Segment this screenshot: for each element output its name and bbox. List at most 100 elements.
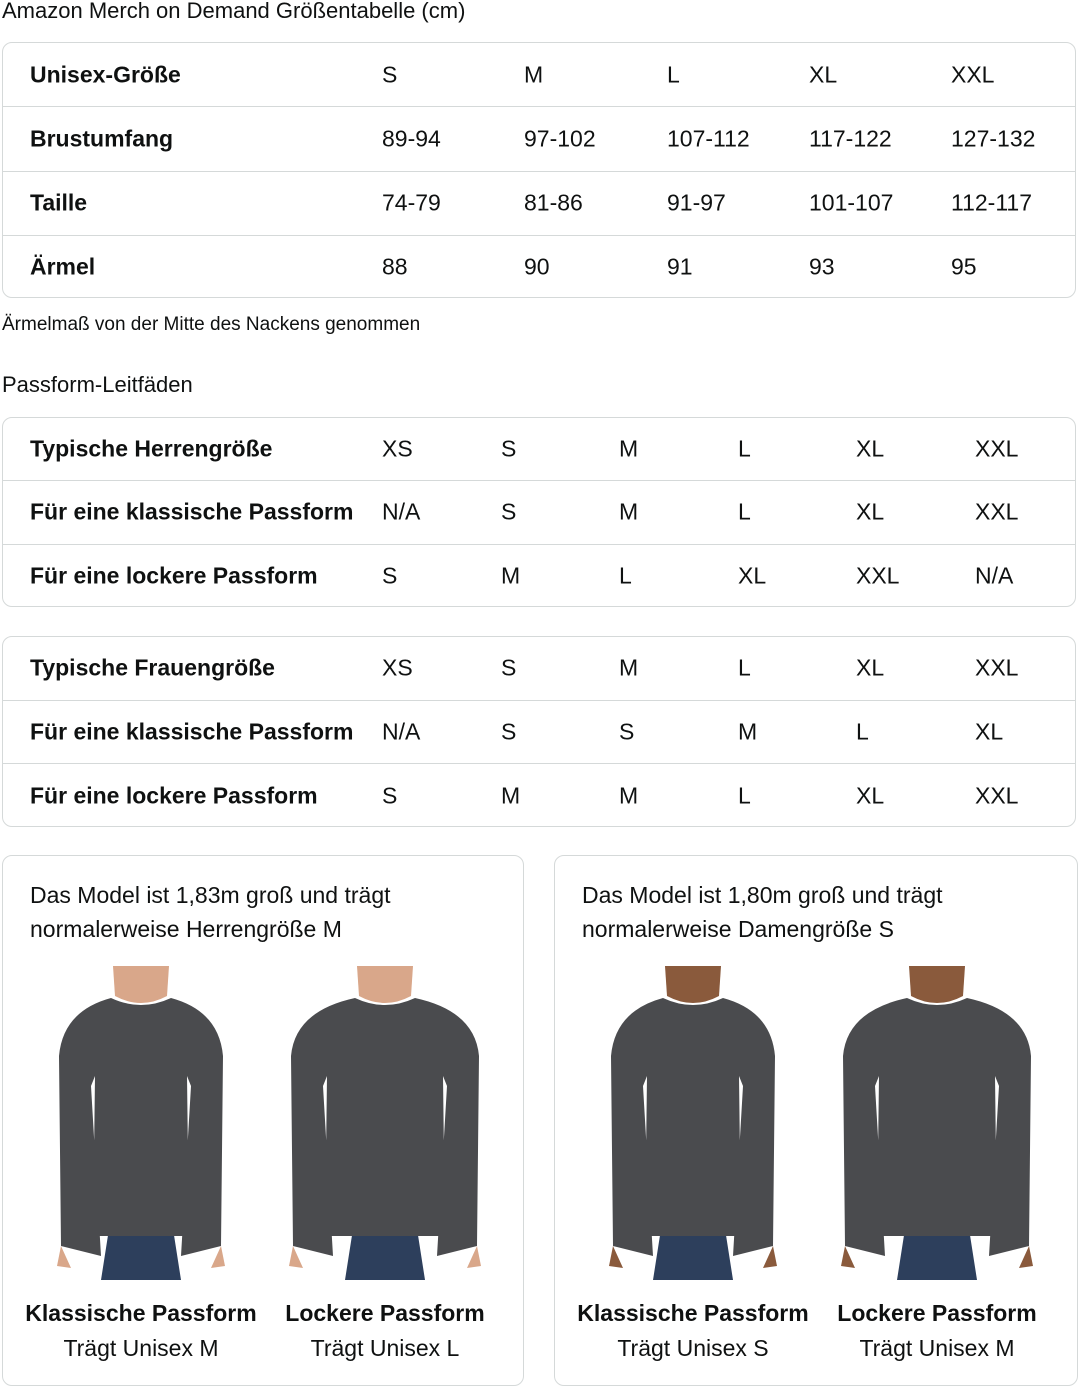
row-label: Typische Frauengröße: [30, 654, 275, 681]
table-cell: M: [738, 718, 758, 745]
table-cell: 112-117: [951, 189, 1032, 216]
table-cell: 107-112: [667, 125, 750, 152]
table-cell: XXL: [856, 562, 900, 589]
table-cell: S: [619, 718, 635, 745]
table-cell: 97-102: [524, 125, 596, 152]
table-cell: XXL: [975, 498, 1019, 525]
table-cell: S: [501, 435, 517, 462]
men-fit-table: Typische Herrengröße XS S M L XL XXL Für eine k…: [2, 417, 1076, 607]
wears-size: Trägt Unisex S: [617, 1335, 769, 1361]
model-description: Das Model ist 1,83m groß und trägt norma…: [30, 882, 391, 942]
row-label: Typische Herrengröße: [30, 435, 273, 462]
table-row: Typische Frauengröße XS S M L XL XXL: [3, 637, 1075, 701]
model-description: Das Model ist 1,80m groß und trägt norma…: [582, 882, 943, 942]
fit-guide-title: Passform-Leitfäden: [2, 372, 193, 397]
table-cell: 89-94: [382, 125, 441, 152]
fit-label: Lockere Passform: [837, 1300, 1037, 1326]
table-cell: L: [619, 562, 632, 589]
table-cell: M: [524, 61, 544, 88]
row-label: Für eine klassische Passform: [30, 718, 354, 745]
table-row: Ärmel 88 90 91 93 95: [3, 236, 1075, 297]
fit-label: Klassische Passform: [25, 1300, 257, 1326]
model-figure: Klassische Passform Trägt Unisex M: [21, 966, 261, 1362]
table-row: Typische Herrengröße XS S M L XL XXL: [3, 418, 1075, 482]
table-cell: S: [501, 654, 517, 681]
table-row: Für eine klassische Passform N/A S M L XL XXL: [3, 481, 1075, 545]
table-cell: 88: [382, 253, 408, 280]
table-cell: XL: [856, 654, 885, 681]
table-cell: M: [619, 782, 639, 809]
table-cell: XL: [809, 61, 838, 88]
size-table: Unisex-Größe S M L XL XXL Brustumfang 89-94 97-1…: [2, 42, 1076, 298]
table-row: Taille 74-79 81-86 91-97 101-107 112-117: [3, 172, 1075, 236]
table-cell: XL: [856, 435, 885, 462]
table-cell: L: [738, 782, 751, 809]
table-cell: M: [619, 498, 639, 525]
table-cell: S: [382, 562, 398, 589]
table-cell: N/A: [382, 718, 421, 745]
table-cell: 127-132: [951, 125, 1036, 152]
table-cell: XL: [738, 562, 767, 589]
model-figure: Lockere Passform Trägt Unisex L: [265, 966, 505, 1362]
table-cell: S: [501, 498, 517, 525]
table-cell: XL: [856, 498, 885, 525]
table-cell: 91-97: [667, 189, 726, 216]
table-cell: M: [619, 435, 639, 462]
table-row: Brustumfang 89-94 97-102 107-112 117-122 127-…: [3, 107, 1075, 172]
fit-label: Lockere Passform: [285, 1300, 485, 1326]
table-cell: M: [501, 562, 521, 589]
table-cell: S: [382, 782, 398, 809]
table-cell: 91: [667, 253, 693, 280]
table-row: Für eine klassische Passform N/A S S M L XL: [3, 701, 1075, 765]
table-cell: L: [856, 718, 869, 745]
sleeve-note: Ärmelmaß von der Mitte des Nackens genom…: [2, 314, 421, 335]
table-row: Für eine lockere Passform S M L XL XXL N/A: [3, 545, 1075, 606]
table-cell: XXL: [975, 654, 1019, 681]
table-cell: 93: [809, 253, 835, 280]
table-cell: XS: [382, 654, 413, 681]
model-photo: [289, 966, 481, 1280]
row-label: Für eine lockere Passform: [30, 782, 318, 809]
table-cell: L: [738, 435, 751, 462]
row-label: Ärmel: [30, 253, 96, 280]
model-figure: Lockere Passform Trägt Unisex M: [817, 966, 1057, 1362]
table-cell: M: [619, 654, 639, 681]
table-row: Unisex-Größe S M L XL XXL: [3, 43, 1075, 108]
table-cell: M: [501, 782, 521, 809]
table-cell: XL: [856, 782, 885, 809]
table-cell: 101-107: [809, 189, 894, 216]
row-label: Für eine lockere Passform: [30, 562, 318, 589]
model-photo: [609, 966, 777, 1280]
row-label: Für eine klassische Passform: [30, 498, 354, 525]
table-cell: 95: [951, 253, 977, 280]
wears-size: Trägt Unisex M: [859, 1335, 1015, 1361]
men-model-card: Das Model ist 1,83m groß und trägt norma…: [2, 855, 524, 1386]
fit-label: Klassische Passform: [577, 1300, 809, 1326]
table-cell: XXL: [951, 61, 995, 88]
model-photo: [841, 966, 1033, 1280]
women-model-card: Das Model ist 1,80m groß und trägt norma…: [554, 855, 1078, 1386]
table-cell: 81-86: [524, 189, 583, 216]
row-label: Unisex-Größe: [30, 61, 181, 88]
table-cell: 90: [524, 253, 550, 280]
table-cell: XXL: [975, 782, 1019, 809]
table-cell: L: [667, 61, 680, 88]
table-cell: XS: [382, 435, 413, 462]
table-cell: L: [738, 654, 751, 681]
row-label: Taille: [30, 189, 88, 216]
row-label: Brustumfang: [30, 125, 174, 152]
women-fit-table: Typische Frauengröße XS S M L XL XXL Für eine k…: [2, 636, 1076, 827]
table-cell: N/A: [975, 562, 1014, 589]
table-cell: 74-79: [382, 189, 441, 216]
table-cell: S: [382, 61, 398, 88]
table-cell: XL: [975, 718, 1004, 745]
table-row: Für eine lockere Passform S M M L XL XXL: [3, 764, 1075, 826]
table-cell: S: [501, 718, 517, 745]
table-cell: 117-122: [809, 125, 892, 152]
page-title: Amazon Merch on Demand Größentabelle (cm…: [2, 0, 466, 23]
wears-size: Trägt Unisex L: [310, 1335, 460, 1361]
table-cell: L: [738, 498, 751, 525]
model-figure: Klassische Passform Trägt Unisex S: [573, 966, 813, 1362]
table-cell: N/A: [382, 498, 421, 525]
table-cell: XXL: [975, 435, 1019, 462]
